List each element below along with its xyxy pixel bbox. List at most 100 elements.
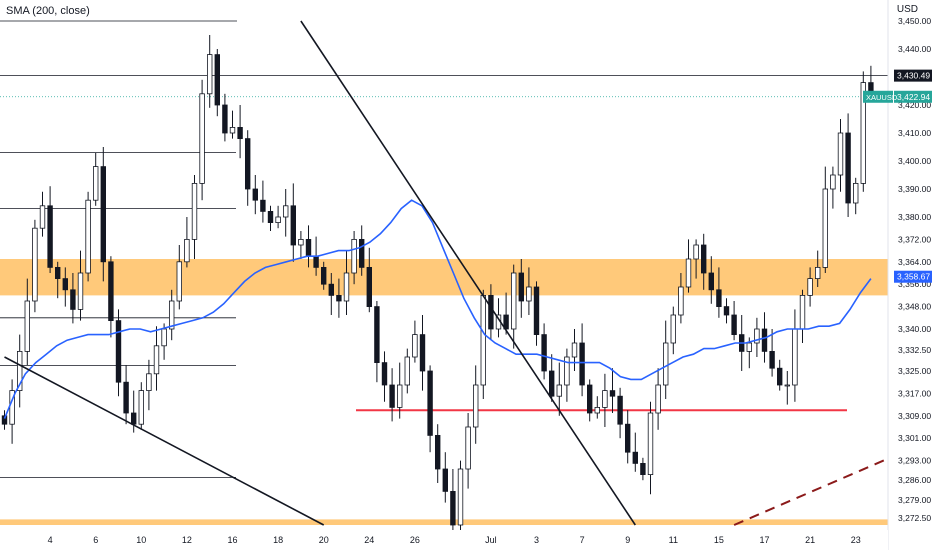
x-tick-label: 4 — [48, 535, 53, 545]
candle-body — [709, 273, 714, 290]
price-tag-label: 3,422.94 — [897, 92, 930, 102]
y-tick-label: 3,332.50 — [898, 345, 931, 355]
candle-body — [420, 335, 425, 371]
candle-body — [86, 200, 91, 273]
x-tick-label: 26 — [410, 535, 420, 545]
indicator-label[interactable]: SMA (200, close) — [4, 4, 92, 18]
x-tick-label: 3 — [534, 535, 539, 545]
candle-body — [261, 200, 266, 211]
candle-body — [185, 239, 190, 261]
candle-body — [466, 427, 471, 469]
candle-body — [48, 206, 53, 268]
y-tick-label: 3,410.00 — [898, 128, 931, 138]
candle-body — [724, 307, 729, 315]
candle-body — [663, 343, 668, 385]
x-tick-label: 11 — [669, 535, 678, 545]
candle-body — [618, 396, 623, 424]
y-tick-label: 3,279.00 — [898, 495, 931, 505]
candle-body — [116, 321, 121, 383]
y-tick-label: 3,317.00 — [898, 388, 931, 398]
candle-body — [177, 262, 182, 301]
candle-body — [245, 139, 250, 189]
candle-body — [549, 371, 554, 396]
candle-body — [823, 189, 828, 267]
supply-demand-zone — [0, 259, 888, 295]
candle-body — [610, 391, 615, 397]
candle-body — [580, 343, 585, 385]
candle-body — [679, 287, 684, 315]
candle-body — [527, 287, 532, 301]
x-tick-label: 7 — [580, 535, 585, 545]
candle-body — [337, 295, 342, 301]
candle-body — [686, 259, 691, 287]
candle-body — [838, 133, 843, 175]
candle-body — [633, 452, 638, 463]
candle-body — [139, 391, 144, 425]
candle-body — [443, 469, 448, 491]
candle-body — [55, 267, 60, 278]
y-tick-label: 3,348.00 — [898, 302, 931, 312]
candle-body — [359, 239, 364, 267]
symbol-tag-label: XAUUSD — [866, 93, 898, 102]
y-tick-label: 3,380.00 — [898, 212, 931, 222]
candle-body — [314, 256, 319, 267]
candle-body — [147, 374, 152, 391]
x-tick-label: 24 — [364, 535, 374, 545]
candle-body — [207, 55, 212, 94]
x-tick-label: 15 — [714, 535, 724, 545]
candle-body — [238, 127, 243, 138]
sma-line — [5, 200, 871, 418]
candle-body — [435, 435, 440, 469]
x-tick-label: 12 — [182, 535, 192, 545]
y-tick-label: 3,400.00 — [898, 156, 931, 166]
price-tag-label: 3,358.67 — [897, 272, 930, 282]
x-tick-label: Jul — [485, 535, 497, 545]
y-tick-label: 3,301.00 — [898, 433, 931, 443]
candle-body — [162, 329, 167, 346]
candle-body — [78, 273, 83, 309]
y-tick-label: 3,390.00 — [898, 184, 931, 194]
candle-body — [519, 273, 524, 301]
candle-body — [283, 206, 288, 217]
candle-body — [299, 239, 304, 245]
candle-body — [511, 273, 516, 329]
candle-body — [154, 346, 159, 374]
candle-body — [291, 206, 296, 245]
currency-label[interactable]: USD — [897, 4, 918, 15]
candle-body — [694, 245, 699, 259]
candle-body — [473, 385, 478, 427]
candle-body — [101, 167, 106, 262]
candle-body — [223, 105, 228, 133]
candle-body — [587, 385, 592, 413]
sma-layer — [5, 200, 871, 418]
y-tick-label: 3,440.00 — [898, 44, 931, 54]
candle-body — [230, 127, 235, 133]
candle-body — [329, 284, 334, 295]
candle-body — [40, 206, 45, 228]
candle-body — [732, 315, 737, 335]
x-tick-label: 20 — [319, 535, 329, 545]
x-tick-label: 18 — [273, 535, 283, 545]
candle-body — [451, 491, 456, 525]
candle-body — [846, 133, 851, 203]
candle-body — [390, 385, 395, 407]
x-tick-label: 21 — [805, 535, 815, 545]
candle-body — [63, 279, 68, 290]
candle-body — [770, 351, 775, 368]
candle-body — [321, 267, 326, 284]
x-tick-label: 6 — [93, 535, 98, 545]
candle-body — [367, 267, 372, 306]
y-tick-label: 3,293.00 — [898, 456, 931, 466]
candle-body — [762, 329, 767, 351]
y-tick-label: 3,309.00 — [898, 411, 931, 421]
candle-body — [785, 385, 790, 386]
candle-body — [276, 217, 281, 223]
candle-body — [200, 94, 205, 184]
candle-body — [747, 343, 752, 351]
candle-body — [124, 382, 129, 413]
candle-body — [815, 267, 820, 278]
x-tick-label: 9 — [625, 535, 630, 545]
candle-body — [481, 295, 486, 385]
